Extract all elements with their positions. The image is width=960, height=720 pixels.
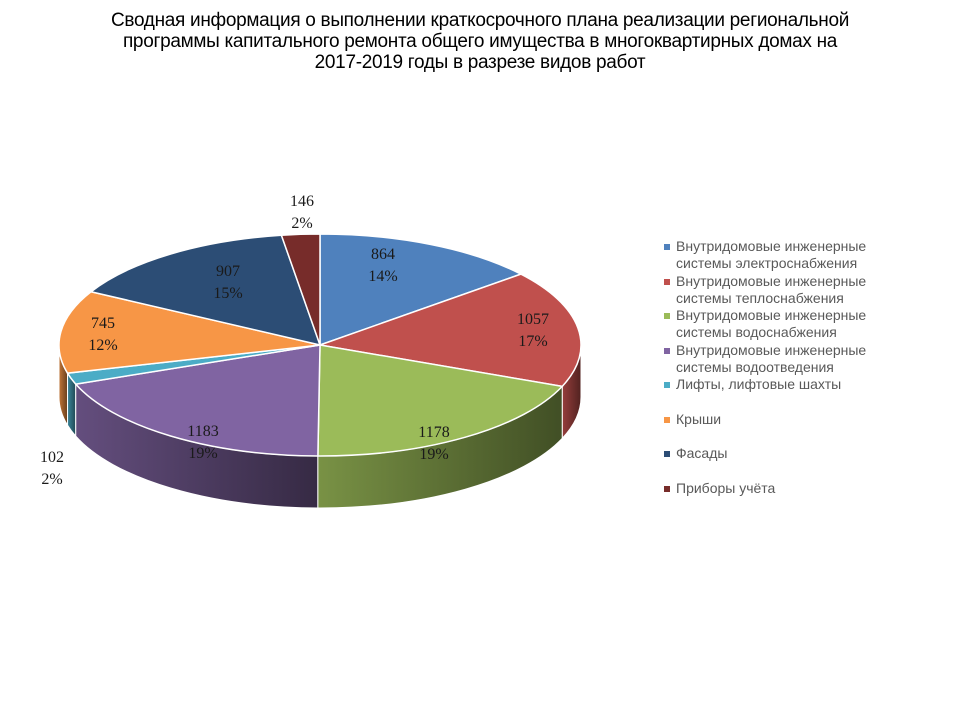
legend-label: Внутридомовые инженерные системы водоснаб… (676, 307, 867, 340)
legend-swatch (664, 451, 670, 457)
chart-title-line: 2017-2019 годы в разрезе видов работ (314, 52, 646, 73)
chart-title-line: программы капитального ремонта общего им… (122, 31, 838, 52)
pie-slice (58, 290, 321, 374)
data-label-value: 745 (91, 315, 115, 332)
legend-swatch (664, 382, 670, 388)
pie-slice (74, 344, 321, 457)
legend-label: Внутридомовые инженерные системы электрос… (676, 238, 867, 271)
legend-swatch (664, 279, 670, 285)
pie-slice (317, 273, 582, 388)
data-label-value: 146 (290, 193, 314, 210)
chart-title: Сводная информация о выполнении краткоср… (60, 10, 900, 73)
pie-slice (317, 344, 564, 457)
legend-label: Крыши (676, 411, 722, 427)
data-label-percent: 19% (188, 445, 217, 462)
legend-label: Внутридомовые инженерные системы теплосна… (676, 273, 867, 306)
data-label-percent: 15% (213, 285, 242, 302)
pie-slice (89, 234, 322, 347)
legend-swatch (664, 244, 670, 250)
pie-slice (280, 233, 321, 346)
data-label-percent: 19% (419, 446, 448, 463)
data-label-value: 864 (371, 246, 395, 263)
data-label-value: 1057 (517, 311, 549, 328)
legend-swatch (664, 348, 670, 354)
data-label-percent: 12% (88, 337, 117, 354)
data-label-value: 907 (216, 263, 240, 280)
legend-label: Фасады (676, 445, 728, 461)
data-label-percent: 14% (368, 268, 397, 285)
legend-label: Внутридомовые инженерные системы водоотве… (676, 342, 867, 375)
data-label-value: 1183 (187, 423, 218, 440)
data-label-percent: 2% (291, 215, 312, 232)
data-label-value: 1178 (418, 424, 449, 441)
chart-title-line: Сводная информация о выполнении краткоср… (110, 10, 850, 31)
legend-label: Лифты, лифтовые шахты (676, 376, 842, 392)
pie-slice (319, 233, 523, 347)
data-label-percent: 17% (518, 333, 547, 350)
data-label-percent: 2% (41, 471, 62, 488)
legend-swatch (664, 486, 670, 492)
legend-label: Приборы учёта (676, 480, 776, 496)
legend-swatch (664, 313, 670, 319)
data-label-value: 102 (40, 449, 64, 466)
legend-swatch (664, 417, 670, 423)
